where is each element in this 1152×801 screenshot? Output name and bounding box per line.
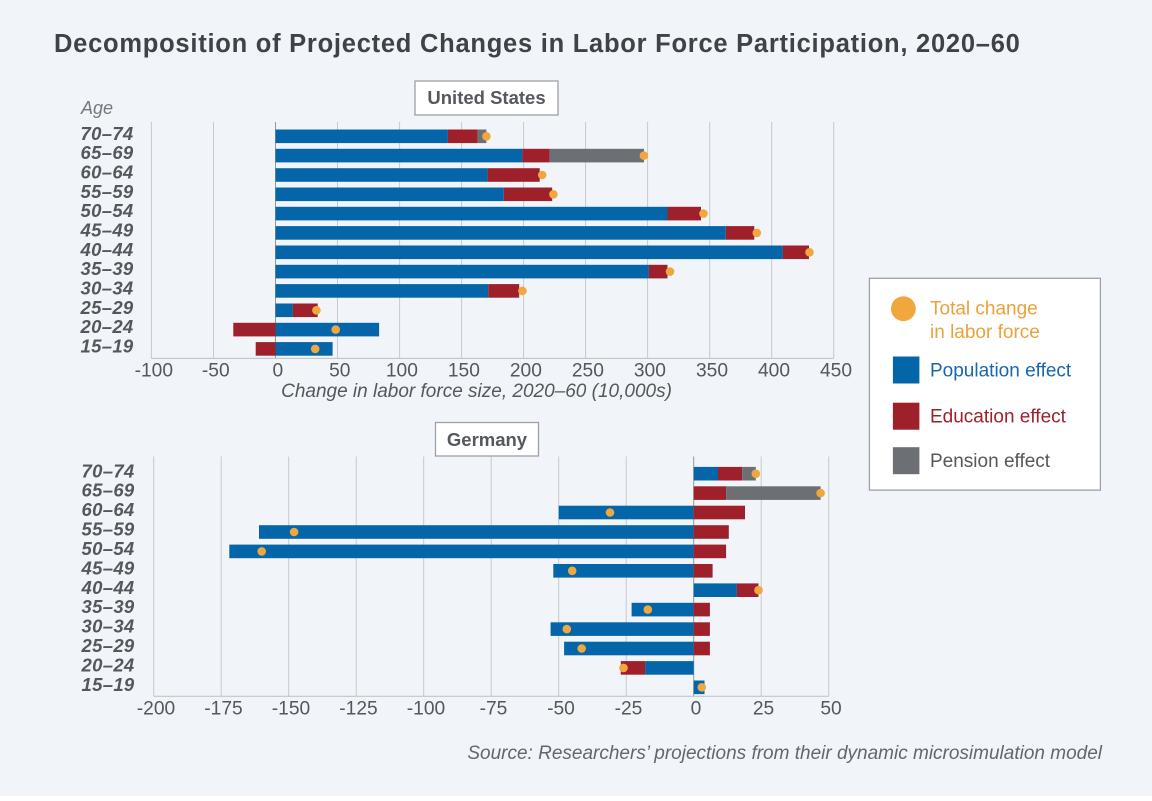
svg-text:100: 100 <box>386 360 418 381</box>
svg-text:20–24: 20–24 <box>80 316 134 337</box>
svg-text:70–74: 70–74 <box>81 123 134 144</box>
svg-text:Source: Researchers’ projectio: Source: Researchers’ projections from th… <box>467 743 1102 764</box>
svg-text:in labor force: in labor force <box>930 322 1040 343</box>
svg-text:-50: -50 <box>202 360 230 381</box>
svg-text:-100: -100 <box>135 360 173 381</box>
svg-text:200: 200 <box>510 360 542 381</box>
svg-text:-125: -125 <box>339 699 377 720</box>
svg-text:25–29: 25–29 <box>80 297 134 318</box>
svg-text:30–34: 30–34 <box>82 616 135 637</box>
svg-text:300: 300 <box>634 360 666 381</box>
svg-text:450: 450 <box>820 360 852 381</box>
svg-text:60–64: 60–64 <box>81 162 134 183</box>
svg-text:Germany: Germany <box>447 429 528 450</box>
svg-text:65–69: 65–69 <box>81 142 134 163</box>
svg-text:35–39: 35–39 <box>82 596 135 617</box>
svg-text:150: 150 <box>448 360 480 381</box>
svg-text:Population effect: Population effect <box>930 361 1072 382</box>
svg-text:Total change: Total change <box>930 299 1038 320</box>
svg-text:20–24: 20–24 <box>81 655 135 676</box>
svg-text:60–64: 60–64 <box>82 499 135 520</box>
svg-text:35–39: 35–39 <box>81 258 134 279</box>
svg-text:400: 400 <box>758 360 790 381</box>
svg-text:-100: -100 <box>407 699 445 720</box>
svg-text:350: 350 <box>696 360 728 381</box>
svg-text:250: 250 <box>572 360 604 381</box>
svg-text:55–59: 55–59 <box>81 181 134 202</box>
svg-text:0: 0 <box>691 699 702 720</box>
svg-text:Education effect: Education effect <box>930 407 1067 428</box>
svg-text:30–34: 30–34 <box>81 278 134 299</box>
svg-text:15–19: 15–19 <box>82 674 135 695</box>
svg-text:70–74: 70–74 <box>82 460 135 481</box>
svg-text:25: 25 <box>753 699 774 720</box>
svg-text:-75: -75 <box>480 699 508 720</box>
svg-text:-200: -200 <box>137 699 175 720</box>
svg-text:50–54: 50–54 <box>82 538 135 559</box>
svg-text:-150: -150 <box>272 699 310 720</box>
svg-text:65–69: 65–69 <box>82 480 135 501</box>
svg-text:-175: -175 <box>204 699 242 720</box>
svg-text:Pension effect: Pension effect <box>930 451 1051 472</box>
svg-text:40–44: 40–44 <box>81 577 135 598</box>
svg-text:-25: -25 <box>615 699 643 720</box>
svg-text:Decomposition of Projected Cha: Decomposition of Projected Changes in La… <box>54 30 1021 58</box>
svg-text:25–29: 25–29 <box>81 635 135 656</box>
svg-text:0: 0 <box>272 360 283 381</box>
svg-text:50–54: 50–54 <box>81 200 134 221</box>
svg-text:45–49: 45–49 <box>81 557 135 578</box>
svg-text:15–19: 15–19 <box>81 336 134 357</box>
svg-text:45–49: 45–49 <box>80 220 134 241</box>
svg-text:United States: United States <box>427 87 545 108</box>
svg-text:50: 50 <box>820 699 841 720</box>
svg-text:Change in labor force size, 20: Change in labor force size, 2020–60 (10,… <box>281 381 672 402</box>
svg-text:55–59: 55–59 <box>82 519 135 540</box>
svg-text:-50: -50 <box>547 699 575 720</box>
svg-text:40–44: 40–44 <box>80 239 134 260</box>
svg-text:50: 50 <box>329 360 350 381</box>
svg-text:Age: Age <box>80 98 113 118</box>
